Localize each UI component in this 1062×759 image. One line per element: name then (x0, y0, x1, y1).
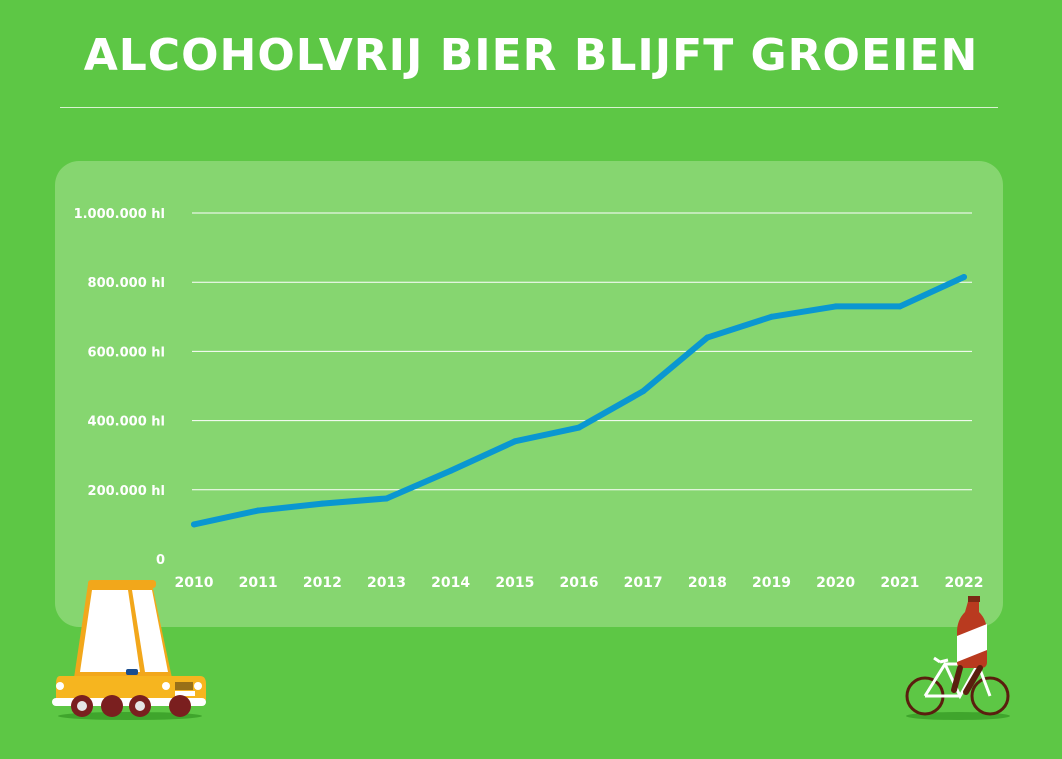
y-tick-label: 800.000 hl (88, 276, 165, 291)
y-tick-label: 400.000 hl (88, 415, 165, 430)
y-tick-label: 600.000 hl (88, 345, 165, 360)
data-point (576, 424, 582, 431)
y-tick-label: 1.000.000 hl (74, 207, 165, 222)
title-divider (60, 107, 998, 108)
x-tick-label: 2018 (688, 575, 727, 591)
data-point (447, 467, 454, 474)
data-point (768, 313, 775, 320)
x-tick-label: 2014 (431, 575, 470, 591)
x-tick-label: 2016 (560, 575, 599, 591)
x-tick-label: 2013 (367, 575, 406, 591)
data-point (896, 303, 903, 310)
x-tick-label: 2011 (239, 575, 278, 591)
x-tick-label: 2015 (495, 575, 534, 591)
data-point (832, 303, 839, 310)
y-tick-label: 200.000 hl (88, 484, 165, 499)
data-point (511, 438, 518, 445)
chart-panel (55, 161, 1003, 627)
x-tick-label: 2019 (752, 575, 791, 591)
x-axis-labels: 2010 2011 2012 2013 2014 2015 2016 2017 2018 2019… (175, 575, 984, 591)
gridlines (192, 212, 972, 491)
data-point (640, 388, 647, 395)
data-point (961, 274, 967, 281)
x-tick-label: 2022 (945, 575, 984, 591)
series-layer (191, 274, 967, 528)
data-point (704, 334, 711, 341)
data-point (191, 521, 197, 528)
y-tick-label: 0 (156, 553, 165, 568)
data-point (319, 500, 326, 507)
x-tick-label: 2017 (624, 575, 663, 591)
series-line (191, 274, 967, 528)
data-point (255, 507, 262, 514)
x-tick-label: 2021 (880, 575, 919, 591)
x-tick-label: 2020 (816, 575, 855, 591)
data-point (383, 495, 390, 502)
x-tick-label: 2012 (303, 575, 342, 591)
y-axis-labels: 0 200.000 hl 400.000 hl 600.000 hl 800.000 h… (74, 207, 165, 568)
chart-title: ALCOHOLVRIJ BIER BLIJFT GROEIEN (83, 30, 979, 81)
x-tick-label: 2010 (175, 575, 214, 591)
